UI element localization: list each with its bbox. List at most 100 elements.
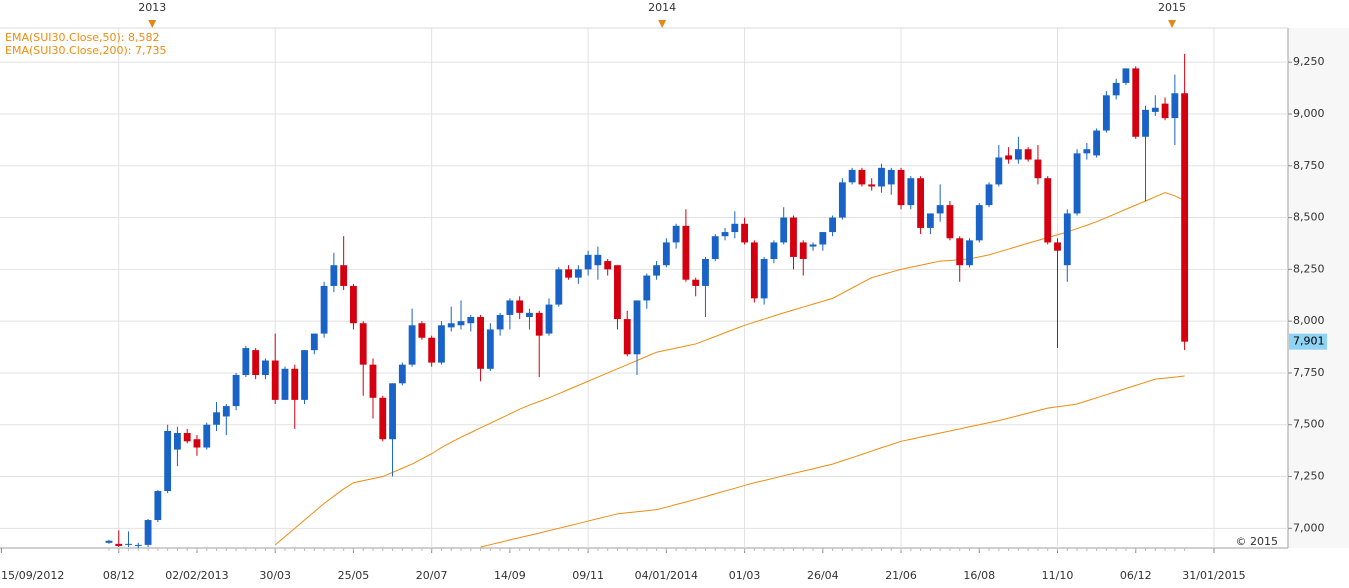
candle-body bbox=[838, 182, 846, 218]
candle-body bbox=[565, 269, 572, 278]
candle-body bbox=[477, 317, 484, 369]
candle-body bbox=[574, 269, 582, 278]
candle-body bbox=[1073, 153, 1081, 214]
legend-entry: EMA(SUI30.Close,200): 7,735 bbox=[5, 44, 166, 57]
candle-body bbox=[682, 225, 690, 280]
candle-body bbox=[271, 360, 279, 400]
last-value-label: 7,901 bbox=[1293, 335, 1325, 348]
candle-body bbox=[721, 232, 729, 237]
candle-body bbox=[1024, 149, 1032, 160]
candle-body bbox=[301, 350, 308, 400]
candle-body bbox=[604, 261, 612, 270]
x-tick-label: 21/06 bbox=[885, 569, 917, 582]
candle-body bbox=[183, 433, 191, 442]
candle-body bbox=[1083, 149, 1091, 154]
candle-body bbox=[1014, 149, 1022, 160]
candle-body bbox=[350, 285, 357, 324]
x-tick-label: 15/09/2012 bbox=[1, 569, 64, 582]
candle-body bbox=[790, 217, 797, 257]
plot-area bbox=[105, 53, 1189, 548]
candle-body bbox=[1122, 68, 1130, 83]
candle-body bbox=[516, 300, 524, 313]
candle-body bbox=[868, 184, 876, 187]
candle-body bbox=[134, 544, 142, 546]
candle-body bbox=[662, 242, 670, 266]
candle-body bbox=[858, 169, 866, 185]
candle-body bbox=[398, 364, 406, 384]
candle-body bbox=[369, 364, 377, 398]
year-marker bbox=[1168, 20, 1177, 28]
candle-body bbox=[144, 520, 152, 545]
candle-body bbox=[653, 265, 660, 276]
candle-body bbox=[1132, 68, 1140, 137]
candle-body bbox=[1161, 103, 1169, 119]
x-tick-label: 31/01/2015 bbox=[1182, 569, 1245, 582]
candle-body bbox=[1151, 107, 1159, 112]
candle-body bbox=[506, 300, 514, 315]
candle-body bbox=[946, 205, 954, 239]
candle-body bbox=[819, 232, 827, 245]
candle-body bbox=[379, 397, 387, 440]
y-tick-label: 8,000 bbox=[1293, 314, 1325, 327]
candle-body bbox=[1005, 155, 1013, 160]
candle-body bbox=[887, 169, 895, 185]
candle-body bbox=[213, 412, 220, 425]
candle-body bbox=[203, 424, 211, 448]
candle-body bbox=[232, 375, 240, 407]
candle-body bbox=[496, 314, 504, 330]
candle-body bbox=[1102, 95, 1110, 131]
candle-body bbox=[222, 406, 230, 417]
grid bbox=[0, 28, 1288, 548]
candle-body bbox=[809, 244, 817, 247]
candle-body bbox=[115, 543, 123, 546]
legend-entry: EMA(SUI30.Close,50): 8,582 bbox=[5, 31, 159, 44]
y-axis-panel bbox=[1288, 28, 1349, 548]
candle-body bbox=[428, 337, 436, 363]
candle-body bbox=[291, 368, 299, 400]
candle-body bbox=[105, 540, 113, 543]
candle-body bbox=[1142, 109, 1149, 137]
y-tick-label: 9,000 bbox=[1293, 107, 1325, 120]
candle-body bbox=[623, 319, 631, 355]
candle-body bbox=[1034, 159, 1042, 179]
candle-body bbox=[584, 254, 592, 270]
candle-body bbox=[750, 242, 758, 299]
year-label: 2015 bbox=[1158, 1, 1186, 14]
candle-body bbox=[1093, 130, 1101, 156]
candle-body bbox=[320, 285, 328, 334]
candle-body bbox=[711, 236, 719, 259]
year-marker bbox=[658, 20, 667, 28]
candle-body bbox=[731, 223, 739, 233]
candle-body bbox=[614, 265, 621, 320]
candle-body bbox=[799, 242, 807, 259]
ema-line bbox=[480, 375, 1185, 548]
y-tick-label: 8,750 bbox=[1293, 159, 1325, 172]
candle-body bbox=[926, 213, 934, 228]
candle-body bbox=[457, 321, 465, 326]
x-tick-label: 11/10 bbox=[1042, 569, 1074, 582]
candle-body bbox=[330, 265, 338, 286]
candle-body bbox=[164, 430, 172, 492]
candle-body bbox=[1044, 178, 1052, 243]
candle-body bbox=[242, 348, 250, 376]
x-tick-label: 09/11 bbox=[572, 569, 604, 582]
candle-body bbox=[545, 304, 553, 334]
x-tick-label: 30/03 bbox=[259, 569, 291, 582]
candle-body bbox=[897, 169, 905, 206]
y-tick-label: 7,750 bbox=[1293, 366, 1325, 379]
year-label: 2013 bbox=[138, 1, 166, 14]
candle-body bbox=[1054, 242, 1061, 251]
candle-body bbox=[995, 157, 1003, 185]
x-tick-label: 14/09 bbox=[494, 569, 526, 582]
year-label: 2014 bbox=[648, 1, 676, 14]
candle-body bbox=[193, 439, 201, 448]
candle-body bbox=[956, 238, 964, 266]
x-tick-label: 04/01/2014 bbox=[635, 569, 698, 582]
candle-body bbox=[702, 258, 709, 286]
candle-body bbox=[760, 258, 768, 299]
candle-body bbox=[252, 350, 260, 376]
last-value-box bbox=[1289, 333, 1327, 350]
candle-body bbox=[467, 317, 475, 324]
candle-body bbox=[672, 225, 680, 243]
